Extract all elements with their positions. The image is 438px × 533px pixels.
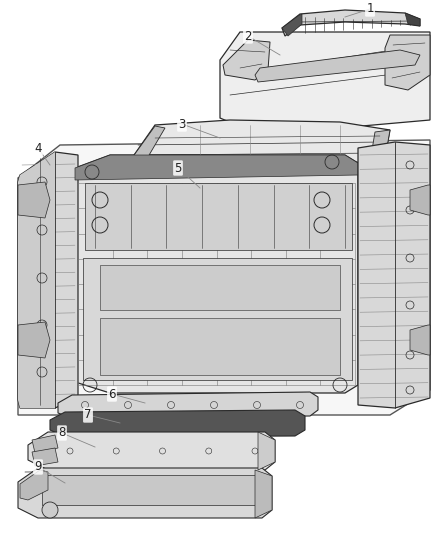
Polygon shape	[32, 448, 58, 466]
Text: 5: 5	[174, 161, 182, 174]
Text: 4: 4	[34, 141, 42, 155]
Text: 2: 2	[244, 29, 252, 43]
Polygon shape	[255, 50, 420, 82]
Polygon shape	[18, 140, 430, 415]
Text: 8: 8	[58, 426, 66, 440]
Polygon shape	[58, 392, 318, 418]
Polygon shape	[18, 182, 50, 218]
Polygon shape	[370, 130, 390, 162]
Polygon shape	[100, 318, 340, 375]
Text: 9: 9	[34, 461, 42, 473]
Polygon shape	[85, 183, 352, 250]
Polygon shape	[18, 152, 55, 408]
Text: 7: 7	[84, 408, 92, 422]
Polygon shape	[100, 265, 340, 310]
Polygon shape	[32, 435, 58, 453]
Circle shape	[42, 502, 58, 518]
Polygon shape	[75, 155, 358, 180]
Polygon shape	[385, 35, 430, 90]
Polygon shape	[410, 185, 430, 215]
Polygon shape	[18, 468, 272, 518]
Polygon shape	[20, 470, 48, 500]
Polygon shape	[255, 470, 272, 518]
Polygon shape	[18, 322, 50, 358]
Polygon shape	[282, 14, 302, 36]
Polygon shape	[220, 32, 430, 135]
Text: 1: 1	[366, 3, 374, 15]
Polygon shape	[50, 410, 305, 437]
Text: 3: 3	[178, 117, 186, 131]
Polygon shape	[405, 13, 420, 26]
Polygon shape	[18, 152, 78, 408]
Polygon shape	[42, 475, 260, 505]
Text: 6: 6	[108, 387, 116, 400]
Polygon shape	[258, 432, 275, 470]
Polygon shape	[75, 155, 358, 393]
Polygon shape	[410, 325, 430, 355]
Polygon shape	[358, 142, 430, 408]
Polygon shape	[282, 10, 420, 36]
Polygon shape	[223, 40, 270, 80]
Polygon shape	[132, 126, 165, 168]
Polygon shape	[83, 258, 352, 380]
Polygon shape	[132, 120, 390, 172]
Polygon shape	[28, 432, 275, 470]
